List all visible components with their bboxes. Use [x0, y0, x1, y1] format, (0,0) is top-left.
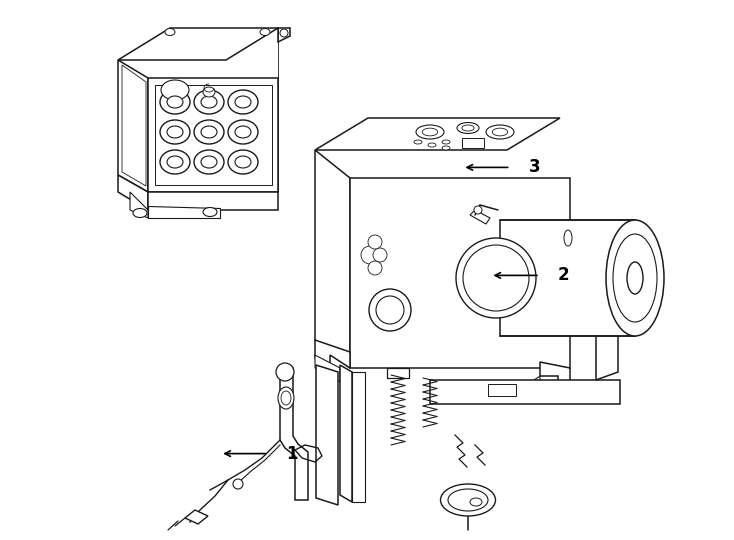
- Ellipse shape: [133, 208, 147, 218]
- Polygon shape: [148, 78, 278, 192]
- Ellipse shape: [260, 29, 270, 36]
- Polygon shape: [118, 60, 148, 192]
- Ellipse shape: [228, 120, 258, 144]
- Polygon shape: [540, 362, 570, 390]
- Polygon shape: [340, 365, 352, 502]
- Ellipse shape: [201, 156, 217, 168]
- Polygon shape: [350, 178, 570, 368]
- Ellipse shape: [606, 220, 664, 336]
- Ellipse shape: [414, 140, 422, 144]
- Ellipse shape: [369, 289, 411, 331]
- Polygon shape: [315, 150, 350, 368]
- Polygon shape: [315, 355, 340, 382]
- Ellipse shape: [281, 391, 291, 405]
- Polygon shape: [148, 192, 278, 210]
- Ellipse shape: [361, 246, 379, 264]
- Ellipse shape: [368, 261, 382, 275]
- Ellipse shape: [203, 87, 215, 97]
- Ellipse shape: [442, 146, 450, 150]
- Ellipse shape: [160, 120, 190, 144]
- Polygon shape: [352, 372, 365, 502]
- Ellipse shape: [167, 156, 183, 168]
- Ellipse shape: [474, 206, 482, 214]
- Polygon shape: [130, 192, 148, 218]
- Polygon shape: [148, 206, 220, 218]
- Ellipse shape: [470, 498, 482, 506]
- Polygon shape: [315, 118, 560, 150]
- Polygon shape: [315, 340, 350, 370]
- Polygon shape: [118, 175, 148, 210]
- Ellipse shape: [440, 484, 495, 516]
- Ellipse shape: [613, 234, 657, 322]
- Ellipse shape: [194, 120, 224, 144]
- Ellipse shape: [368, 235, 382, 249]
- Ellipse shape: [564, 230, 572, 246]
- Ellipse shape: [462, 125, 474, 131]
- Polygon shape: [528, 376, 540, 396]
- Ellipse shape: [493, 128, 508, 136]
- Polygon shape: [488, 384, 516, 396]
- Ellipse shape: [463, 245, 529, 311]
- Polygon shape: [596, 308, 618, 380]
- Ellipse shape: [160, 90, 190, 114]
- Ellipse shape: [627, 262, 643, 294]
- Polygon shape: [280, 368, 308, 500]
- Polygon shape: [430, 380, 620, 404]
- Ellipse shape: [161, 80, 189, 100]
- Ellipse shape: [428, 143, 436, 147]
- Ellipse shape: [194, 90, 224, 114]
- Polygon shape: [500, 220, 635, 336]
- Ellipse shape: [201, 126, 217, 138]
- Ellipse shape: [160, 150, 190, 174]
- Ellipse shape: [278, 387, 294, 409]
- Ellipse shape: [448, 489, 488, 511]
- Ellipse shape: [442, 140, 450, 144]
- Polygon shape: [185, 510, 208, 524]
- Ellipse shape: [167, 96, 183, 108]
- Ellipse shape: [233, 479, 243, 489]
- Ellipse shape: [457, 123, 479, 133]
- Ellipse shape: [456, 238, 536, 318]
- Polygon shape: [470, 210, 490, 224]
- Ellipse shape: [235, 126, 251, 138]
- Text: 3: 3: [528, 158, 540, 177]
- Ellipse shape: [422, 128, 437, 136]
- Ellipse shape: [167, 126, 183, 138]
- Text: 1: 1: [286, 444, 298, 463]
- Ellipse shape: [235, 96, 251, 108]
- Ellipse shape: [201, 96, 217, 108]
- Ellipse shape: [203, 207, 217, 217]
- Ellipse shape: [373, 248, 387, 262]
- Ellipse shape: [416, 125, 444, 139]
- Polygon shape: [387, 368, 409, 378]
- Polygon shape: [530, 308, 618, 318]
- Ellipse shape: [376, 296, 404, 324]
- Polygon shape: [122, 65, 146, 186]
- Ellipse shape: [228, 90, 258, 114]
- Ellipse shape: [165, 29, 175, 36]
- Polygon shape: [118, 28, 278, 60]
- Polygon shape: [316, 365, 338, 505]
- Ellipse shape: [280, 29, 288, 37]
- Polygon shape: [462, 138, 484, 148]
- Polygon shape: [155, 85, 272, 185]
- Ellipse shape: [194, 150, 224, 174]
- Ellipse shape: [228, 150, 258, 174]
- Ellipse shape: [276, 363, 294, 381]
- Text: 2: 2: [558, 266, 570, 285]
- Ellipse shape: [235, 156, 251, 168]
- Ellipse shape: [486, 125, 514, 139]
